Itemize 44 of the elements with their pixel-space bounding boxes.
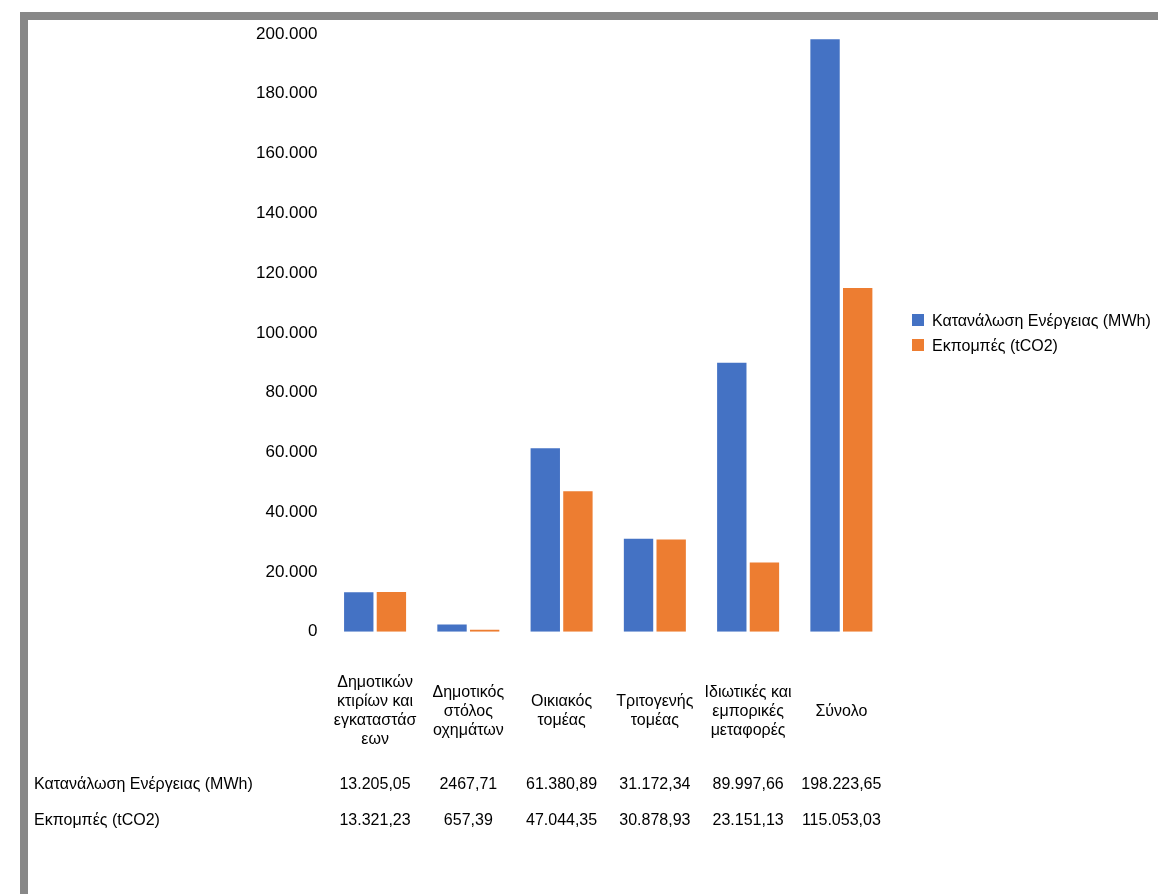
y-tick-label: 80.000 — [265, 382, 318, 402]
y-tick-label: 160.000 — [256, 143, 318, 163]
bar — [563, 491, 593, 632]
x-tick-label: Οικιακός τομέας — [529, 691, 594, 730]
bar — [717, 362, 747, 632]
data-label: 31.172,34 — [618, 774, 692, 793]
y-tick-label: 180.000 — [256, 83, 318, 103]
bar — [623, 538, 654, 632]
y-tick-label: 40.000 — [265, 501, 318, 521]
data-label: 2467,71 — [438, 774, 499, 793]
y-tick-label: 0 — [307, 621, 318, 641]
legend-label: Εκπομπές (tCO2) — [932, 335, 1058, 355]
x-tick-label: Δημοτικός στόλος οχημάτων — [431, 681, 506, 740]
text: Εκπομπές (tCO2) — [34, 811, 160, 828]
data-label: 657,39 — [442, 810, 494, 829]
data-label: 23.151,13 — [711, 810, 785, 829]
data-label: 30.878,93 — [618, 810, 692, 829]
y-tick-label: 140.000 — [256, 203, 318, 223]
bar — [437, 624, 467, 632]
y-tick-label: 60.000 — [265, 442, 318, 462]
data-label: 198.223,65 — [800, 774, 883, 793]
bar — [344, 592, 374, 632]
x-tick-label: Δημοτικών κτιρίων και εγκαταστάσεων — [332, 672, 418, 749]
data-label: 89.997,66 — [711, 774, 785, 793]
y-tick-label: 100.000 — [256, 322, 318, 342]
bar — [749, 562, 780, 632]
bar — [376, 591, 407, 632]
bar — [810, 39, 840, 632]
data-label: 115.053,03 — [800, 810, 882, 829]
x-tick-label: Τριτογενής τομέας — [615, 691, 695, 730]
data-label: 47.044,35 — [525, 810, 599, 829]
legend-label: Κατανάλωση Ενέργειας (MWh) — [932, 310, 1151, 330]
y-tick-label: 120.000 — [256, 262, 318, 282]
data-label: 61.380,89 — [525, 774, 599, 793]
y-tick-label: 20.000 — [265, 561, 318, 581]
data-label: 13.205,05 — [338, 774, 412, 793]
text: Κατανάλωση Ενέργειας (MWh) — [34, 775, 253, 792]
bar — [843, 287, 873, 632]
x-tick-label: Ιδιωτικές και εμπορικές μεταφορές — [704, 681, 792, 740]
data-label: 13.321,23 — [338, 810, 412, 829]
x-tick-label: Σύνολο — [814, 700, 869, 721]
bar — [656, 539, 686, 632]
y-tick-label: 200.000 — [256, 23, 318, 43]
bar — [530, 448, 560, 632]
